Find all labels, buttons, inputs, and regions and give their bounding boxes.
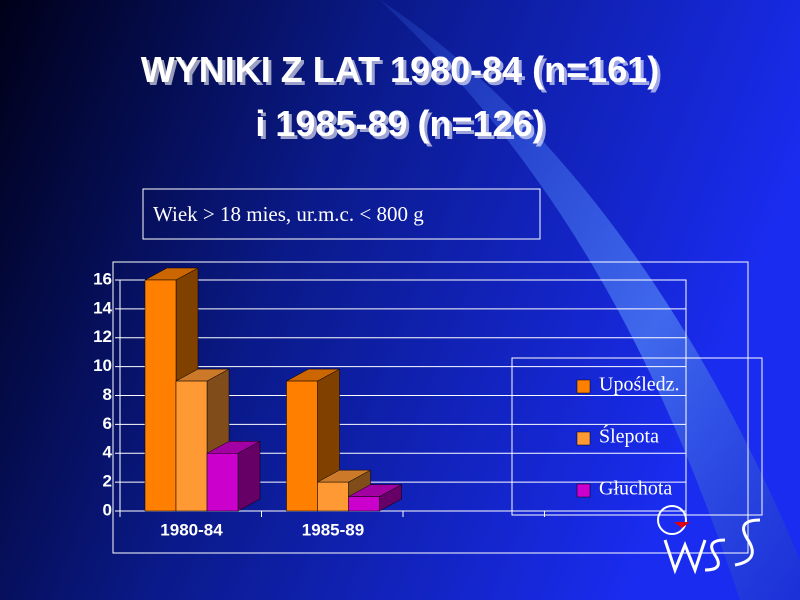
bar [348, 496, 380, 512]
y-tick-label: 8 [103, 385, 112, 404]
legend-label: Upośledz. [599, 374, 680, 396]
chart-frame [112, 261, 749, 554]
bar [144, 279, 177, 512]
subtitle: Wiek > 18 mies, ur.m.c. < 800 g [153, 202, 424, 226]
background-swoosh [380, 0, 800, 600]
y-tick-label: 12 [93, 327, 112, 346]
plot: 0 2 4 6 8 10 12 14 16 1980-84 1985-89 Upośledz. Ślep… [93, 267, 763, 539]
legend-swatch [576, 483, 591, 498]
legend-box [511, 357, 763, 516]
legend-swatch [576, 431, 591, 446]
subtitle-box [142, 188, 541, 240]
y-tick-label: 0 [103, 500, 112, 519]
y-tick-label: 16 [93, 269, 112, 288]
x-tick-label: 1980-84 [160, 520, 223, 539]
title-shadow: i 1985-89 (n=126) [258, 106, 547, 147]
x-tick-label: 1985-89 [302, 520, 364, 539]
legend-label: Głuchota [599, 478, 672, 500]
title-shadow: WYNIKI Z LAT 1980-84 (n=161) [144, 52, 662, 93]
y-tick-label: 2 [103, 472, 112, 491]
chart-title: WYNIKI Z LAT 1980-84 (n=161) [141, 49, 659, 90]
bar [286, 380, 318, 512]
logo [657, 505, 761, 575]
y-tick-label: 10 [93, 356, 112, 375]
legend-label: Ślepota [599, 424, 659, 448]
y-tick-label: 6 [103, 414, 112, 433]
legend-swatch [576, 379, 591, 394]
bar [206, 453, 239, 512]
bar [175, 380, 208, 512]
y-tick-label: 14 [93, 298, 112, 317]
bar [317, 481, 349, 512]
y-tick-label: 4 [103, 443, 113, 462]
chart-title: i 1985-89 (n=126) [255, 103, 544, 144]
